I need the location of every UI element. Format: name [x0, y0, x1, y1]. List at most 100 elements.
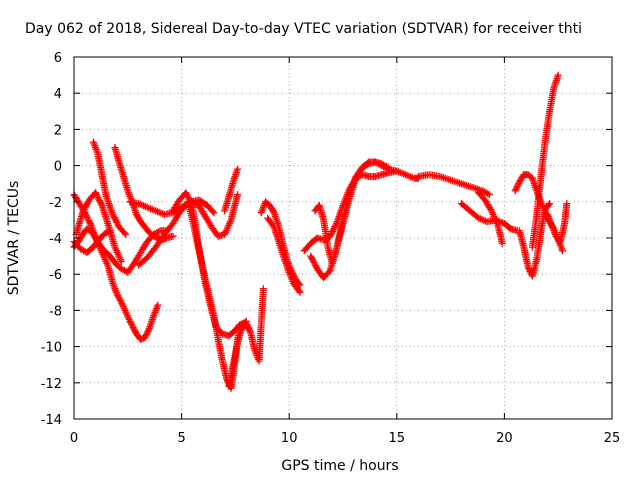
- data-point: [99, 244, 101, 246]
- y-tick-label: -4: [49, 232, 62, 247]
- data-point: [503, 222, 505, 225]
- data-point: [122, 175, 125, 178]
- data-point: [127, 190, 129, 192]
- data-point: [228, 335, 230, 337]
- data-point: [329, 235, 331, 237]
- data-point: [323, 219, 325, 221]
- data-point: [120, 268, 122, 270]
- data-point: [564, 222, 566, 225]
- y-tick-label: 0: [54, 160, 62, 175]
- data-point: [92, 141, 94, 143]
- data-point: [77, 241, 79, 243]
- data-point: [277, 224, 280, 226]
- data-point: [269, 204, 271, 207]
- series-arc11: [221, 165, 242, 215]
- data-point: [112, 259, 114, 261]
- data-point: [536, 259, 538, 261]
- data-point: [165, 237, 168, 239]
- data-point: [193, 228, 196, 230]
- data-point: [368, 163, 370, 165]
- data-point: [155, 246, 157, 248]
- data-point: [233, 177, 235, 179]
- data-point: [318, 204, 320, 207]
- data-point: [146, 206, 148, 208]
- data-point: [514, 190, 516, 192]
- data-point: [172, 210, 174, 212]
- data-point: [129, 201, 131, 203]
- data-point: [518, 230, 521, 232]
- data-point: [555, 235, 557, 237]
- data-point: [531, 275, 533, 277]
- data-point: [90, 224, 92, 226]
- data-point: [267, 217, 269, 219]
- data-point: [241, 327, 243, 330]
- y-tick-label: 4: [54, 87, 62, 102]
- data-point: [536, 215, 538, 217]
- series-arc5: [89, 138, 130, 238]
- data-point: [198, 199, 200, 201]
- data-point: [381, 163, 383, 165]
- axes: 0 5 10 15 20 25 -14 -12 -10 -8 -6 -4 -2 0 2 4 6: [41, 51, 621, 446]
- data-point: [335, 248, 338, 250]
- data-point: [86, 251, 88, 254]
- data-point: [163, 213, 165, 216]
- data-point: [125, 233, 127, 235]
- data-point: [140, 221, 142, 223]
- marker-trace: [225, 285, 267, 390]
- data-point: [178, 212, 181, 214]
- data-point: [92, 246, 94, 248]
- data-point: [187, 201, 189, 203]
- data-point: [153, 235, 155, 237]
- data-point: [148, 327, 150, 330]
- data-point: [97, 152, 99, 154]
- data-point: [133, 262, 135, 264]
- data-point: [439, 175, 441, 178]
- data-point: [172, 235, 174, 237]
- data-point: [523, 174, 525, 176]
- data-point: [114, 246, 116, 248]
- y-tick-label: -8: [49, 304, 62, 319]
- data-point: [540, 230, 542, 232]
- data-point: [368, 175, 370, 178]
- data-point: [310, 242, 312, 245]
- series-arc4: [72, 189, 125, 265]
- data-point: [116, 293, 118, 295]
- data-point: [335, 222, 338, 225]
- data-point: [140, 338, 142, 340]
- data-point: [135, 213, 138, 216]
- series-arc24: [543, 200, 571, 246]
- y-tick-label: -2: [49, 196, 62, 211]
- data-point: [200, 259, 202, 261]
- data-point: [206, 204, 209, 207]
- data-point: [559, 241, 561, 243]
- data-point: [450, 179, 452, 181]
- data-point: [460, 203, 462, 205]
- y-tick-label: 6: [54, 51, 62, 66]
- data-point: [88, 199, 90, 201]
- data-point: [236, 342, 239, 344]
- data-point: [551, 224, 553, 226]
- data-point: [361, 174, 363, 176]
- marker-trace: [184, 198, 250, 392]
- y-tick-label: -12: [41, 377, 62, 392]
- data-point: [228, 385, 230, 388]
- data-point: [146, 257, 148, 259]
- data-point: [157, 304, 159, 306]
- data-point: [90, 230, 92, 232]
- data-point: [105, 195, 107, 197]
- data-point: [213, 212, 215, 214]
- data-point: [211, 226, 213, 228]
- data-point: [527, 174, 529, 176]
- data-point: [157, 237, 159, 239]
- x-tick-label: 15: [389, 431, 406, 446]
- data-point: [224, 233, 226, 235]
- data-point: [316, 268, 318, 270]
- data-point: [120, 260, 122, 263]
- data-point: [122, 306, 125, 308]
- data-point: [355, 175, 357, 178]
- x-axis-label: GPS time / hours: [281, 458, 398, 474]
- data-point: [387, 166, 389, 169]
- data-point: [548, 203, 551, 205]
- data-point: [230, 387, 232, 389]
